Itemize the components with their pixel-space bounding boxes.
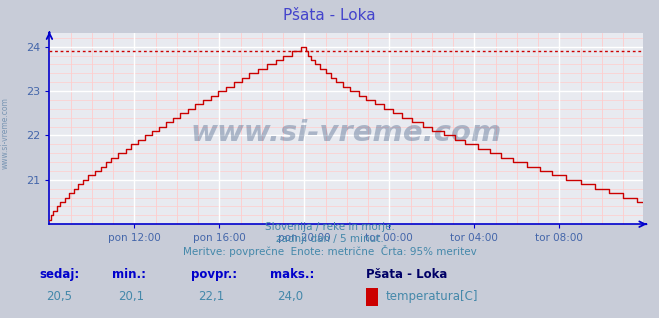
Text: temperatura[C]: temperatura[C]: [386, 290, 478, 302]
Text: min.:: min.:: [112, 268, 146, 281]
Text: www.si-vreme.com: www.si-vreme.com: [1, 98, 10, 169]
Text: Pšata - Loka: Pšata - Loka: [366, 268, 447, 281]
Text: Meritve: povprečne  Enote: metrične  Črta: 95% meritev: Meritve: povprečne Enote: metrične Črta:…: [183, 245, 476, 257]
Text: zadnji dan / 5 minut.: zadnji dan / 5 minut.: [275, 234, 384, 244]
Text: www.si-vreme.com: www.si-vreme.com: [190, 119, 501, 147]
Text: sedaj:: sedaj:: [40, 268, 80, 281]
Text: 20,1: 20,1: [119, 290, 145, 302]
Text: 22,1: 22,1: [198, 290, 224, 302]
Text: Slovenija / reke in morje.: Slovenija / reke in morje.: [264, 222, 395, 232]
Text: Pšata - Loka: Pšata - Loka: [283, 8, 376, 23]
Text: 24,0: 24,0: [277, 290, 303, 302]
Text: povpr.:: povpr.:: [191, 268, 237, 281]
Text: 20,5: 20,5: [46, 290, 72, 302]
Text: maks.:: maks.:: [270, 268, 314, 281]
